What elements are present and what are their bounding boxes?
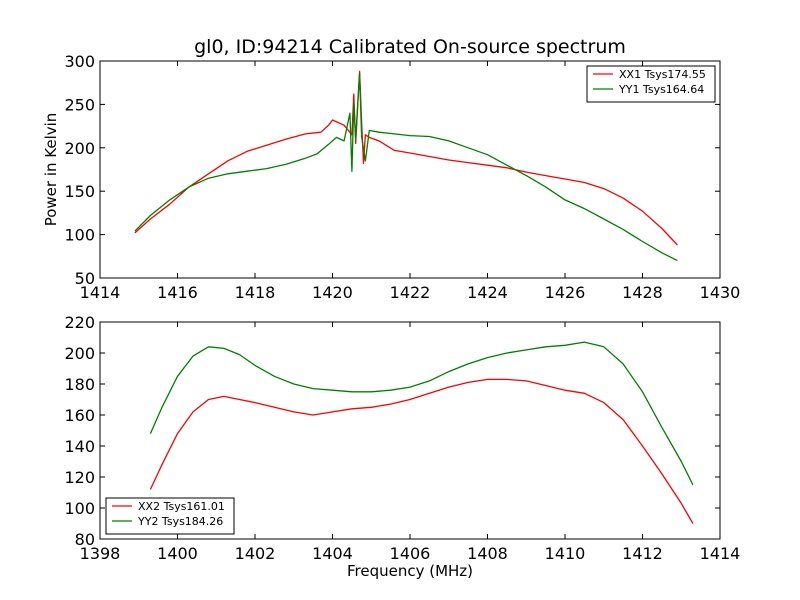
y-tick-label: 300 xyxy=(64,52,95,71)
x-tick-label: 1410 xyxy=(545,544,586,563)
x-tick-label: 1430 xyxy=(700,283,741,302)
series-line-2-1 xyxy=(149,378,694,524)
x-tick-label: 1398 xyxy=(80,544,121,563)
x-tick-label: 1414 xyxy=(80,283,121,302)
y-tick-label: 220 xyxy=(64,313,95,332)
y-tick-label: 100 xyxy=(64,226,95,245)
x-tick-label: 1414 xyxy=(700,544,741,563)
y-tick-label: 120 xyxy=(64,468,95,487)
x-axis-label: Frequency (MHz) xyxy=(347,562,473,580)
top-plot: 1414 1416 1418 1420 1422 1424 1426 1428 1430 50 10… xyxy=(42,52,740,302)
x-tick-label: 1424 xyxy=(467,283,508,302)
x-tick-label: 1408 xyxy=(467,544,508,563)
legend-label: XX1 Tsys174.55 xyxy=(619,68,706,81)
legend: XX1 Tsys174.55 YY1 Tsys164.64 xyxy=(586,65,716,103)
figure-title: gl0, ID:94214 Calibrated On-source spect… xyxy=(194,36,626,58)
x-tick-label: 1404 xyxy=(312,544,353,563)
legend-box xyxy=(586,65,716,103)
y-axis-label: Power in Kelvin xyxy=(42,113,60,227)
y-tick-label: 140 xyxy=(64,437,95,456)
x-tick-label: 1416 xyxy=(157,283,198,302)
x-tick-label: 1406 xyxy=(390,544,431,563)
y-tick-label: 150 xyxy=(64,182,95,201)
y-tick-label: 100 xyxy=(64,499,95,518)
x-tick-label: 1402 xyxy=(235,544,276,563)
x-tick-label: 1428 xyxy=(622,283,663,302)
legend: XX2 Tsys161.01 YY2 Tsys184.26 xyxy=(105,497,235,535)
y-tick-label: 50 xyxy=(75,269,95,288)
y-tick-label: 200 xyxy=(64,344,95,363)
x-tick-label: 1418 xyxy=(235,283,276,302)
x-tick-label: 1420 xyxy=(312,283,353,302)
bottom-plot: 1398 1400 1402 1404 1406 1408 1410 1412 1414 80 10… xyxy=(64,313,740,580)
series-line-2-2 xyxy=(149,341,694,486)
x-tick-label: 1426 xyxy=(545,283,586,302)
legend-box xyxy=(105,497,235,535)
y-tick-label: 180 xyxy=(64,375,95,394)
legend-label: YY1 Tsys164.64 xyxy=(618,83,704,96)
y-tick-label: 160 xyxy=(64,406,95,425)
x-tick-label: 1400 xyxy=(157,544,198,563)
x-tick-label: 1412 xyxy=(622,544,663,563)
x-tick-label: 1422 xyxy=(390,283,431,302)
y-tick-label: 200 xyxy=(64,139,95,158)
y-tick-label: 80 xyxy=(75,530,95,549)
legend-label: XX2 Tsys161.01 xyxy=(138,500,225,513)
legend-label: YY2 Tsys184.26 xyxy=(137,515,223,528)
y-tick-label: 250 xyxy=(64,95,95,114)
series-line-1-2 xyxy=(134,72,678,262)
